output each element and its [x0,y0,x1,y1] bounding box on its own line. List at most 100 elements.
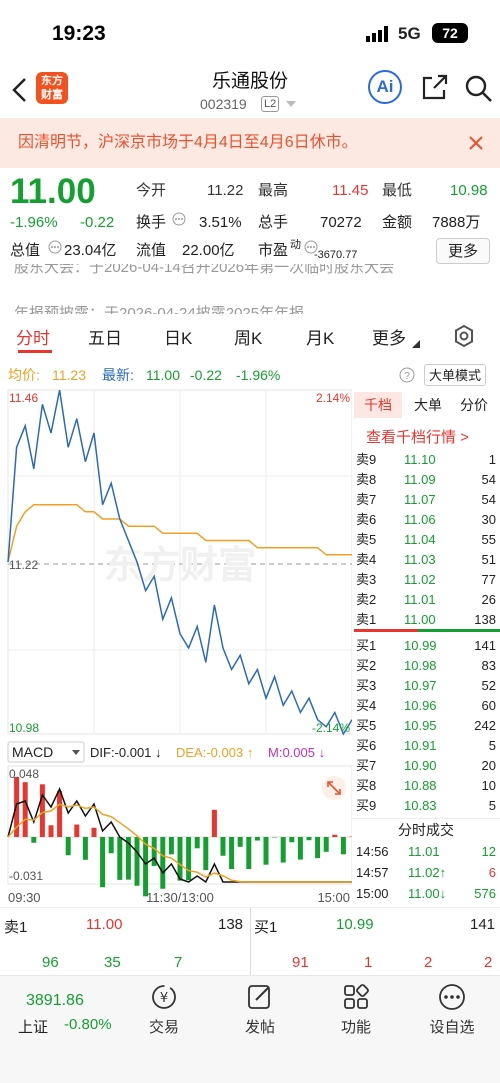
tab-daily-k[interactable]: 日K [164,329,193,348]
level-badge[interactable]: L2 [261,96,280,112]
tab-monthly-k[interactable]: 月K [306,329,335,348]
share-icon[interactable] [420,72,450,102]
ask-price: 11.02 [404,572,436,587]
back-arrow-icon[interactable] [10,76,28,104]
macd-selector[interactable] [7,741,85,763]
tab-intraday[interactable]: 分时 [16,329,50,348]
news-item[interactable]: 年报预披露：于2026-04-24披露2025年年报 [14,305,305,314]
more-button[interactable]: 更多 [436,238,490,264]
avg-value: 11.23 [52,367,86,383]
bid-row[interactable]: 买3 10.97 52 [352,676,500,696]
ask-row[interactable]: 卖5 11.04 55 [352,530,500,550]
tab-big-orders[interactable]: 大单 [414,397,442,413]
ask-queue-item: 7 [174,954,183,971]
bid-price: 10.98 [404,658,437,673]
order-book-panel: 千档 大单 分价 查看千档行情 > 卖9 11.10 1 卖8 11.09 54 卖7 11.… [352,392,500,907]
ask-row[interactable]: 卖1 11.00 138 [352,610,500,630]
ask-row[interactable]: 卖6 11.06 30 [352,510,500,530]
price-low-label: 10.98 [9,721,39,735]
ask-row[interactable]: 卖9 11.10 1 [352,450,500,470]
tab-price-dist[interactable]: 分价 [460,397,488,413]
ask-row[interactable]: 卖3 11.02 77 [352,570,500,590]
amount-label: 金额 [382,214,413,231]
nav-trade-label: 交易 [148,1019,179,1036]
price-high-label: 11.46 [9,391,38,405]
ask-level-label: 卖8 [356,472,377,487]
search-icon[interactable] [464,74,494,104]
avg-label: 均价: [8,367,40,383]
macd-bar [22,782,28,837]
bid-level-label: 买8 [356,778,377,793]
float-value: 22.00亿 [182,242,235,259]
bid-volume: 242 [474,718,496,733]
book-divider-green [418,629,500,632]
open-label: 今开 [136,182,167,199]
time-mid: 11:30/13:00 [146,890,214,905]
change-value: -0.22 [80,214,115,231]
bid-row[interactable]: 买2 10.98 83 [352,656,500,676]
big-order-mode-button[interactable]: 大单模式 [424,364,487,386]
ask-price: 11.03 [404,552,436,567]
mcap-label: 总值 [10,242,41,259]
view-thousand-levels-link[interactable]: 查看千档行情 > [366,429,469,446]
tab-more[interactable]: 更多 [372,329,406,348]
nav-functions[interactable]: 功能 [316,982,396,1037]
trade-price: 11.02↑ [408,865,447,880]
intraday-chart[interactable]: 东方财富 11.46 2.14% 11.22 10.98 -2.14% MACD… [0,388,352,907]
ask-volume: 30 [481,512,496,527]
macd-bar [143,837,149,897]
battery-icon: 72 [432,23,468,43]
bid-row[interactable]: 买4 10.96 60 [352,696,500,716]
settings-gear-icon[interactable] [452,324,476,348]
ask-volume: 77 [481,572,496,587]
dea-value: DEA:-0.003 ↑ [176,745,253,760]
bid-volume: 83 [481,658,496,673]
ask-row[interactable]: 卖7 11.07 54 [352,490,500,510]
close-icon[interactable] [468,135,484,151]
pct-low-label: -2.14% [312,721,350,735]
info-dots-icon[interactable] [172,212,186,226]
chevron-down-icon[interactable] [286,101,296,109]
avg-price-bar: 均价: 11.23 最新: 11.00 -0.22 -1.96% ? 大单模式 [0,362,500,388]
trades-title[interactable]: 分时成交 [352,818,500,840]
macd-bar [211,809,217,837]
nav-post[interactable]: 发帖 [220,982,300,1037]
tab-thousand-levels[interactable]: 千档 [354,392,402,418]
info-dots-icon[interactable] [48,240,62,254]
info-dots-icon[interactable] [304,240,318,254]
bid-row[interactable]: 买1 10.99 141 [352,636,500,656]
macd-bar [134,837,140,886]
bid-row[interactable]: 买5 10.95 242 [352,716,500,736]
nav-watchlist-settings[interactable]: 设自选 [412,982,492,1037]
trade-volume: 6 [488,865,496,880]
ai-assistant-button[interactable]: Ai [368,70,402,104]
time-end: 15:00 [317,890,350,905]
index-widget[interactable]: 3891.86 上证 -0.80% [0,976,130,1046]
ask-level-label: 卖5 [356,532,377,547]
macd-bar [48,825,54,837]
trade-row: 14:57 11.02↑ 6 [352,863,500,883]
holiday-notice: 因清明节，沪深京市场于4月4日至4月6日休市。 [0,118,500,168]
bid-row[interactable]: 买6 10.91 5 [352,736,500,756]
trade-row: 14:56 11.01 12 [352,842,500,862]
index-value: 3891.86 [26,992,84,1009]
bid-row[interactable]: 买9 10.83 5 [352,796,500,816]
pe-label: 市盈 [258,242,289,259]
bid1-price: 10.99 [336,916,374,933]
stock-code: 002319 [200,96,247,112]
bid-queue-item: 2 [424,954,433,971]
news-item[interactable]: 股东大会：于2026-04-14召开2026年第一次临时股东大会 [14,264,395,276]
bid-price: 10.95 [404,718,437,733]
bid-ask-strip: 卖1 11.00 138 买1 10.99 141 96 35 7 91 1 2… [0,907,500,976]
nav-trade[interactable]: ¥ 交易 [124,982,204,1037]
tab-weekly-k[interactable]: 周K [234,329,263,348]
ask-row[interactable]: 卖2 11.01 26 [352,590,500,610]
grid-icon [344,984,369,1009]
ask-row[interactable]: 卖8 11.09 54 [352,470,500,490]
news-strip: 股东大会：于2026-04-14召开2026年第一次临时股东大会 年报预披露：于… [0,264,500,314]
help-icon[interactable]: ? [399,367,415,383]
ask-row[interactable]: 卖4 11.03 51 [352,550,500,570]
bid-row[interactable]: 买7 10.90 20 [352,756,500,776]
bid-row[interactable]: 买8 10.88 10 [352,776,500,796]
tab-five-day[interactable]: 五日 [88,329,122,348]
